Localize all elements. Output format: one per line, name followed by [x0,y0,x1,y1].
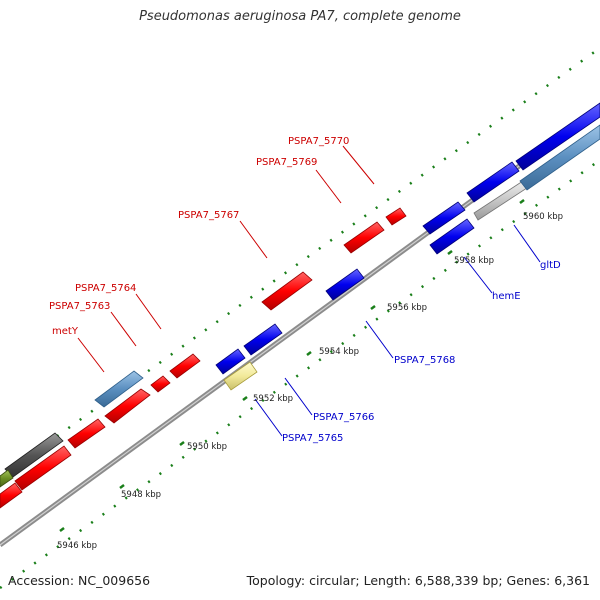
gene-blue-rev-a[interactable] [243,323,283,356]
major-ticks [59,199,525,532]
label-hemE[interactable]: hemE [492,291,521,302]
gene-PSPA7_5769[interactable] [343,221,385,254]
gene-red-c[interactable] [67,418,106,449]
gene-metY[interactable] [94,370,144,408]
label-PSPA7_5770[interactable]: PSPA7_5770 [288,136,349,147]
gene-blue-fwd-a[interactable] [422,201,466,235]
gene-red-a[interactable] [169,353,201,379]
tick-label: 5950 kbp [187,442,227,452]
forward-leaders [77,145,375,373]
gene-red-d[interactable] [0,482,23,509]
gene-PSPA7_5766[interactable] [215,348,246,375]
tick-label: 5946 kbp [57,541,97,551]
outer-dotted-track [0,46,600,479]
inner-dotted-track [0,158,600,590]
label-PSPA7_5768[interactable]: PSPA7_5768 [394,355,455,366]
gene-PSPA7_5768[interactable] [325,268,365,301]
genome-title: Pseudomonas aeruginosa PA7, complete gen… [139,9,461,24]
reverse-genes [215,124,600,391]
tick-label: 5960 kbp [523,212,563,222]
label-PSPA7_5765[interactable]: PSPA7_5765 [282,433,343,444]
gene-PSPA7_5765[interactable] [223,361,258,391]
label-PSPA7_5769[interactable]: PSPA7_5769 [256,157,317,168]
label-PSPA7_5767[interactable]: PSPA7_5767 [178,210,239,221]
label-PSPA7_5766[interactable]: PSPA7_5766 [313,412,374,423]
tick-label: 5954 kbp [319,347,359,357]
tick-label: 5952 kbp [253,394,293,404]
tick-label: 5948 kbp [121,490,161,500]
reverse-leaders [254,224,541,437]
label-metY[interactable]: metY [52,326,79,337]
gene-PSPA7_5764[interactable] [150,375,171,393]
tick-label: 5958 kbp [454,256,494,266]
label-PSPA7_5763[interactable]: PSPA7_5763 [49,301,110,312]
gene-hemE[interactable] [429,218,475,255]
gene-PSPA7_5763[interactable] [104,388,151,424]
gene-gltD[interactable] [519,124,600,191]
gene-PSPA7_5770[interactable] [385,207,407,226]
gene-olive[interactable] [0,469,14,488]
forward-genes [0,102,600,509]
gene-red-b[interactable] [14,445,72,491]
tick-label: 5956 kbp [387,303,427,313]
gene-blue-fwd-c[interactable] [515,102,600,171]
label-gltD[interactable]: gltD [540,260,561,271]
label-PSPA7_5764[interactable]: PSPA7_5764 [75,283,136,294]
gene-PSPA7_5767[interactable] [261,271,313,311]
gene-blue-fwd-b[interactable] [466,161,520,203]
accession-text: Accession: NC_009656 [8,573,151,588]
genome-summary-text: Topology: circular; Length: 6,588,339 bp… [246,573,590,588]
